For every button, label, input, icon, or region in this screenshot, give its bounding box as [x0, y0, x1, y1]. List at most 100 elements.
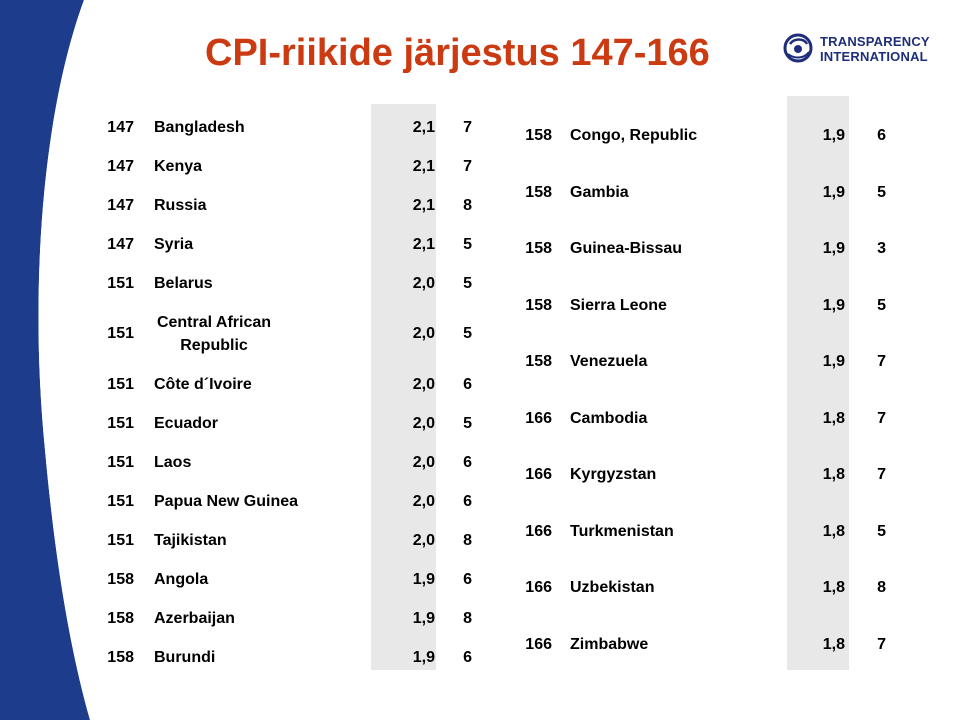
table-row: 147 Syria 2,1 5 [100, 225, 472, 264]
sources-count-cell: 7 [877, 409, 886, 427]
country-cell: Gambia [570, 183, 629, 201]
table-row: 151 Central African Republic 2,0 5 [100, 303, 472, 365]
transparency-international-logo: TRANSPARENCY INTERNATIONAL [782, 30, 942, 70]
sources-count-cell: 5 [877, 296, 886, 314]
table-row: 151 Papua New Guinea 2,0 6 [100, 482, 472, 521]
spacer-cell [134, 365, 154, 404]
left-score-column-shade [371, 104, 436, 670]
table-row: 147 Kenya 2,1 7 [100, 147, 472, 186]
score-cell: 2,1 [412, 157, 435, 175]
rank-cell: 158 [525, 353, 552, 371]
rank-cell: 166 [525, 522, 552, 540]
sources-count-cell: 7 [877, 635, 886, 653]
score-cell: 1,9 [822, 353, 845, 371]
spacer-cell [134, 147, 154, 186]
rank-cell: 158 [525, 296, 552, 314]
score-cell: 1,9 [822, 127, 845, 145]
country-cell: Côte d´Ivoire [154, 375, 252, 393]
logo-line-2: INTERNATIONAL [820, 49, 928, 64]
table-row: 151 Côte d´Ivoire 2,0 6 [100, 365, 472, 404]
rank-cell: 151 [107, 453, 134, 471]
rank-cell: 151 [107, 325, 134, 342]
table-row: 151 Laos 2,0 6 [100, 443, 472, 482]
sources-count-cell: 7 [463, 157, 472, 175]
score-cell: 1,8 [822, 522, 845, 540]
country-cell: Angola [154, 570, 209, 588]
blue-swoosh-decoration [0, 0, 96, 720]
right-score-column-shade [787, 96, 849, 670]
table-row: 166 Zimbabwe 1,8 7 [518, 617, 886, 674]
score-cell: 1,9 [822, 240, 845, 258]
rank-cell: 147 [107, 196, 134, 214]
spacer-cell [552, 108, 570, 165]
score-cell: 1,9 [412, 609, 435, 627]
table-row: 158 Angola 1,9 6 [100, 560, 472, 599]
table-row: 147 Russia 2,1 8 [100, 186, 472, 225]
table-row: 147 Bangladesh 2,1 7 [100, 108, 472, 147]
spacer-cell [552, 278, 570, 335]
rank-cell: 158 [525, 183, 552, 201]
rank-cell: 147 [107, 157, 134, 175]
country-cell: Azerbaijan [154, 609, 235, 627]
score-cell: 2,0 [412, 453, 435, 471]
score-cell: 2,1 [412, 196, 435, 214]
score-cell: 1,9 [822, 296, 845, 314]
spacer-cell [134, 638, 154, 677]
spacer-cell [552, 165, 570, 222]
sources-count-cell: 6 [463, 648, 472, 666]
spacer-cell [134, 482, 154, 521]
sources-count-cell: 8 [463, 531, 472, 549]
country-cell: Uzbekistan [570, 579, 655, 597]
sources-count-cell: 8 [463, 609, 472, 627]
sources-count-cell: 3 [877, 240, 886, 258]
country-cell: Syria [154, 235, 194, 253]
rank-cell: 166 [525, 409, 552, 427]
score-cell: 1,8 [822, 579, 845, 597]
rank-cell: 166 [525, 635, 552, 653]
spacer-cell [134, 560, 154, 599]
score-cell: 1,8 [822, 466, 845, 484]
score-cell: 2,0 [412, 375, 435, 393]
rank-cell: 166 [525, 466, 552, 484]
country-cell: Turkmenistan [570, 522, 674, 540]
sources-count-cell: 6 [463, 375, 472, 393]
spacer-cell [552, 334, 570, 391]
sources-count-cell: 7 [877, 353, 886, 371]
score-cell: 1,9 [822, 183, 845, 201]
country-cell: Papua New Guinea [154, 492, 299, 510]
spacer-cell [134, 264, 154, 303]
table-row: 151 Ecuador 2,0 5 [100, 404, 472, 443]
score-cell: 1,9 [412, 648, 435, 666]
table-row: 158 Venezuela 1,9 7 [518, 334, 886, 391]
table-row: 158 Congo, Republic 1,9 6 [518, 108, 886, 165]
country-cell: Laos [154, 453, 192, 471]
spacer-cell [134, 108, 154, 147]
score-cell: 2,1 [412, 235, 435, 253]
country-cell: Sierra Leone [570, 296, 667, 314]
country-cell: Belarus [154, 274, 213, 292]
sources-count-cell: 5 [463, 414, 472, 432]
rank-cell: 151 [107, 492, 134, 510]
country-cell: Zimbabwe [570, 635, 649, 653]
score-cell: 2,0 [412, 325, 435, 342]
table-row: 158 Guinea-Bissau 1,9 3 [518, 221, 886, 278]
spacer-cell [134, 404, 154, 443]
sources-count-cell: 7 [463, 118, 472, 136]
rank-cell: 158 [107, 570, 134, 588]
spacer-cell [134, 186, 154, 225]
spacer-cell [134, 443, 154, 482]
score-cell: 2,1 [412, 118, 435, 136]
country-cell: Ecuador [154, 414, 219, 432]
country-cell: Central African Republic [156, 314, 272, 354]
table-row: 158 Gambia 1,9 5 [518, 165, 886, 222]
page-title: CPI-riikide järjestus 147-166 [205, 32, 710, 74]
country-cell: Congo, Republic [570, 127, 698, 145]
right-ranking-table: 158 Congo, Republic 1,9 6 158 Gambia 1,9 5 158 Gu… [518, 108, 886, 673]
spacer-cell [552, 391, 570, 448]
table-row: 158 Sierra Leone 1,9 5 [518, 278, 886, 335]
sources-count-cell: 5 [463, 325, 472, 342]
transparency-international-globe-icon [783, 33, 813, 63]
table-row: 158 Azerbaijan 1,9 8 [100, 599, 472, 638]
rank-cell: 158 [525, 127, 552, 145]
country-cell: Kenya [154, 157, 203, 175]
